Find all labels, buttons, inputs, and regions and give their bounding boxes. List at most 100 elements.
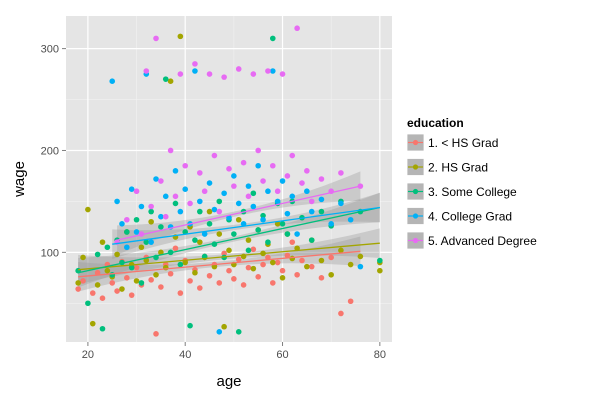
data-point bbox=[99, 239, 106, 245]
legend-item: 1. < HS Grad bbox=[406, 133, 498, 152]
data-point bbox=[94, 251, 101, 258]
data-point bbox=[226, 247, 232, 254]
data-point bbox=[89, 320, 96, 327]
data-point bbox=[235, 329, 242, 335]
data-point bbox=[128, 292, 135, 298]
data-point bbox=[245, 237, 252, 243]
data-point bbox=[235, 256, 242, 263]
data-point bbox=[114, 288, 120, 294]
data-point bbox=[231, 183, 237, 189]
legend-key-point bbox=[412, 213, 419, 219]
data-point bbox=[318, 257, 325, 264]
legend-key-point bbox=[412, 139, 419, 146]
data-point bbox=[75, 280, 81, 286]
data-point bbox=[279, 267, 286, 274]
data-point bbox=[158, 178, 164, 184]
data-point bbox=[148, 239, 154, 245]
data-point bbox=[197, 198, 203, 205]
data-point bbox=[143, 68, 150, 74]
data-point bbox=[308, 198, 315, 205]
data-point bbox=[206, 180, 213, 186]
data-point bbox=[119, 221, 125, 227]
data-point bbox=[99, 295, 106, 301]
data-point bbox=[240, 282, 247, 288]
data-point bbox=[221, 190, 227, 197]
data-point bbox=[177, 208, 184, 215]
data-point bbox=[128, 186, 135, 192]
data-point bbox=[245, 183, 252, 189]
data-point bbox=[124, 216, 130, 223]
data-point bbox=[328, 271, 334, 278]
data-point bbox=[279, 221, 286, 227]
data-point bbox=[255, 227, 261, 233]
legend-label: 2. HS Grad bbox=[428, 161, 488, 175]
data-point bbox=[289, 239, 296, 245]
data-point bbox=[304, 168, 310, 174]
data-point bbox=[255, 147, 261, 154]
data-point bbox=[338, 310, 344, 317]
data-point bbox=[328, 254, 334, 261]
data-point bbox=[128, 264, 135, 271]
data-point bbox=[177, 290, 184, 296]
x-tick-label: 60 bbox=[276, 349, 288, 361]
data-point bbox=[245, 193, 252, 200]
data-point bbox=[260, 261, 266, 268]
data-point bbox=[216, 280, 223, 286]
data-point bbox=[148, 218, 154, 225]
data-point bbox=[172, 193, 179, 200]
data-point bbox=[114, 251, 120, 258]
data-point bbox=[148, 203, 154, 210]
data-point bbox=[289, 152, 296, 159]
data-point bbox=[119, 286, 125, 292]
trend-line bbox=[116, 185, 361, 241]
data-point bbox=[133, 229, 140, 235]
data-point bbox=[250, 71, 257, 77]
data-point bbox=[138, 244, 145, 251]
data-point bbox=[221, 250, 227, 257]
data-point bbox=[158, 249, 164, 256]
y-axis-ticks: 100 200 300 bbox=[41, 44, 66, 259]
data-point bbox=[133, 188, 140, 195]
data-point bbox=[177, 33, 184, 40]
data-point bbox=[318, 275, 325, 281]
data-point bbox=[357, 183, 364, 189]
data-point bbox=[245, 247, 252, 254]
data-point bbox=[260, 216, 266, 223]
data-point bbox=[226, 214, 232, 221]
data-point bbox=[192, 61, 198, 67]
data-point bbox=[109, 78, 116, 84]
data-point bbox=[284, 173, 291, 179]
data-point bbox=[158, 224, 164, 230]
data-point bbox=[211, 206, 218, 213]
data-point bbox=[114, 198, 120, 205]
data-point bbox=[124, 229, 130, 235]
x-tick-label: 80 bbox=[374, 349, 386, 361]
data-point bbox=[231, 173, 237, 179]
data-point bbox=[226, 267, 232, 274]
data-point bbox=[265, 188, 271, 195]
data-point bbox=[279, 71, 286, 77]
data-point bbox=[172, 168, 179, 174]
data-point bbox=[201, 231, 208, 237]
data-point bbox=[89, 290, 96, 296]
data-point bbox=[197, 285, 203, 291]
data-point bbox=[269, 259, 276, 266]
legend-item: 5. Advanced Degree bbox=[406, 231, 537, 250]
data-point bbox=[158, 284, 164, 290]
data-point bbox=[338, 170, 344, 176]
y-tick-label: 200 bbox=[41, 145, 59, 157]
data-point bbox=[308, 208, 315, 215]
data-point bbox=[153, 35, 159, 42]
data-point bbox=[269, 162, 276, 169]
data-point bbox=[94, 282, 101, 288]
data-point bbox=[279, 178, 286, 184]
data-point bbox=[192, 269, 198, 276]
data-point bbox=[133, 216, 140, 223]
trend-line bbox=[78, 206, 380, 274]
legend-title: education bbox=[407, 116, 464, 130]
data-point bbox=[94, 269, 101, 276]
data-point bbox=[235, 200, 242, 207]
data-point bbox=[172, 245, 179, 252]
legend-label: 4. College Grad bbox=[428, 210, 512, 224]
legend-item: 3. Some College bbox=[406, 182, 517, 201]
